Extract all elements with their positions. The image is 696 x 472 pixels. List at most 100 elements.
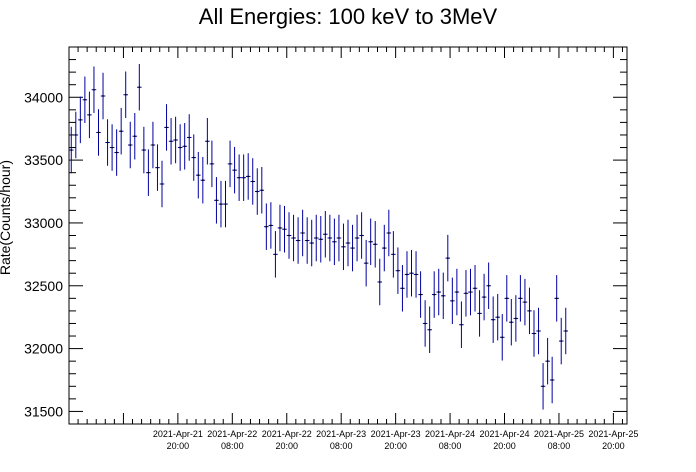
point-marker xyxy=(288,234,290,237)
point-marker xyxy=(492,318,495,321)
point-marker xyxy=(560,340,563,342)
data-point xyxy=(441,272,446,320)
data-point xyxy=(200,156,206,204)
data-point xyxy=(359,212,364,259)
point-marker xyxy=(551,379,554,381)
y-tick-label: 33000 xyxy=(24,215,63,231)
point-marker xyxy=(183,145,186,148)
point-marker xyxy=(478,312,481,315)
data-point xyxy=(205,118,210,165)
point-marker xyxy=(410,272,413,275)
point-marker xyxy=(106,141,109,144)
point-marker xyxy=(170,140,172,143)
x-tick-label-date: 2021-Apr-23 xyxy=(316,429,366,439)
data-point xyxy=(236,154,242,201)
data-point xyxy=(82,76,88,124)
point-marker xyxy=(211,162,213,165)
x-tick-label-time: 20:00 xyxy=(602,441,625,451)
point-marker xyxy=(142,149,145,151)
point-marker xyxy=(505,297,508,300)
point-marker xyxy=(274,253,277,256)
point-marker xyxy=(310,242,313,244)
point-marker xyxy=(283,228,286,231)
point-marker xyxy=(546,360,549,363)
point-marker xyxy=(369,240,372,243)
point-marker xyxy=(465,292,467,295)
point-marker xyxy=(528,310,531,312)
point-marker xyxy=(387,232,390,234)
data-point xyxy=(540,363,546,410)
data-point xyxy=(173,116,178,164)
point-marker xyxy=(88,113,91,116)
data-point xyxy=(490,296,496,343)
point-marker xyxy=(129,144,132,146)
y-tick-label: 32000 xyxy=(24,341,63,357)
data-point xyxy=(495,293,500,341)
data-point xyxy=(304,217,310,264)
data-point xyxy=(436,268,441,316)
data-point xyxy=(445,234,451,282)
data-point xyxy=(232,146,237,194)
data-point xyxy=(391,231,396,278)
x-tick-label-time: 08:00 xyxy=(330,441,353,451)
point-marker xyxy=(428,328,431,331)
data-point xyxy=(341,223,346,271)
point-marker xyxy=(342,245,345,248)
point-marker xyxy=(120,130,123,133)
point-marker xyxy=(93,88,95,91)
data-point xyxy=(309,219,314,267)
point-marker xyxy=(138,86,141,89)
x-tick-label-time: 20:00 xyxy=(493,441,516,451)
data-point xyxy=(481,273,487,321)
point-marker xyxy=(383,247,386,249)
data-point xyxy=(418,271,423,318)
data-point xyxy=(345,219,351,267)
data-point xyxy=(277,204,283,252)
point-marker xyxy=(378,281,381,283)
point-marker xyxy=(242,176,245,179)
point-marker xyxy=(338,237,340,239)
point-marker xyxy=(360,234,363,237)
point-marker xyxy=(437,291,440,293)
y-axis: 31500 32000 32500 33000 33500 34000 xyxy=(24,46,627,425)
data-point xyxy=(118,107,124,155)
data-point xyxy=(155,144,160,191)
point-marker xyxy=(537,330,540,332)
point-marker xyxy=(501,336,504,339)
data-point xyxy=(431,271,437,318)
y-tick-label: 31500 xyxy=(24,403,63,419)
x-tick-label-date: 2021-Apr-24 xyxy=(479,429,529,439)
data-point xyxy=(563,307,569,355)
point-marker xyxy=(192,156,195,159)
point-marker xyxy=(147,171,150,174)
x-tick-label-time: 20:00 xyxy=(167,441,190,451)
point-marker xyxy=(256,190,259,193)
point-marker xyxy=(292,237,295,239)
point-marker xyxy=(446,257,449,260)
data-point xyxy=(477,290,482,337)
x-tick-label-time: 20:00 xyxy=(275,441,298,451)
data-point xyxy=(137,63,142,111)
point-marker xyxy=(165,126,168,129)
point-marker xyxy=(374,243,377,246)
point-marker xyxy=(524,301,526,304)
data-point xyxy=(400,265,405,312)
data-point xyxy=(404,251,410,298)
data-point xyxy=(273,231,278,278)
data-point xyxy=(372,221,378,268)
data-point xyxy=(186,114,192,161)
data-point xyxy=(395,247,401,294)
data-point xyxy=(313,214,319,262)
point-marker xyxy=(474,287,476,290)
data-point xyxy=(196,151,201,199)
point-marker xyxy=(451,299,454,302)
x-tick-label-time: 08:00 xyxy=(221,441,244,451)
data-point xyxy=(177,124,183,171)
point-marker xyxy=(555,297,558,300)
point-marker xyxy=(469,291,472,293)
data-point xyxy=(450,277,455,325)
point-marker xyxy=(496,316,499,319)
data-point xyxy=(218,180,224,228)
point-marker xyxy=(401,287,404,290)
data-point xyxy=(182,123,187,170)
